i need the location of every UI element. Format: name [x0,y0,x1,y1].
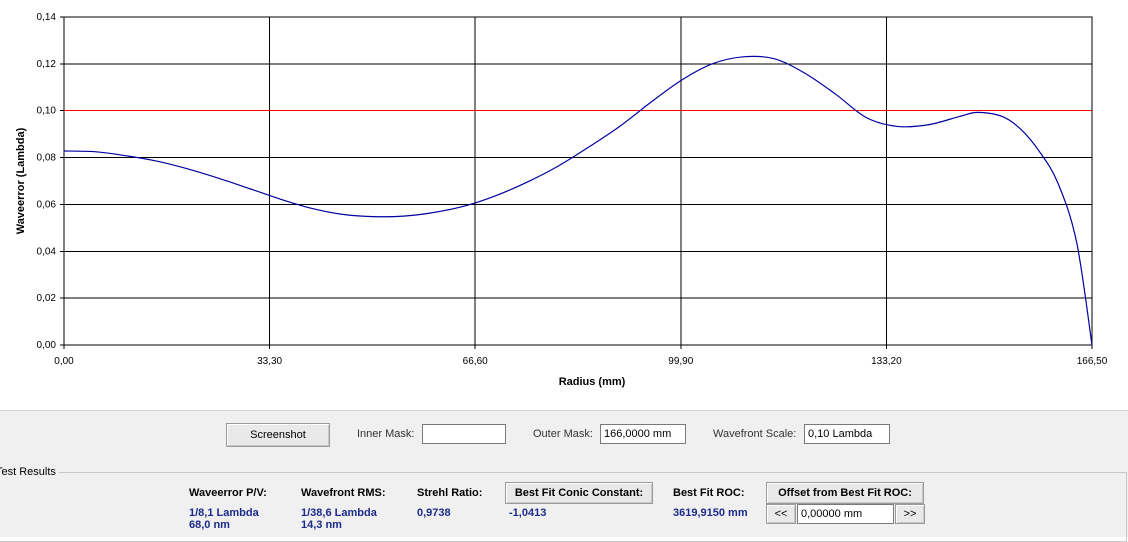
y-tick-label: 0,00 [37,340,57,351]
best-fit-conic-button[interactable]: Best Fit Conic Constant: [505,482,653,504]
inner-mask-label: Inner Mask: [357,428,415,440]
best-fit-roc-label: Best Fit ROC: [673,487,745,499]
y-tick-label: 0,10 [37,106,57,117]
x-tick-label: 99,90 [668,356,693,367]
x-tick-label: 66,60 [463,356,488,367]
y-tick-label: 0,12 [37,59,57,70]
outer-mask-input[interactable]: 166,0000 mm [600,424,686,444]
x-tick-label: 166,50 [1077,356,1108,367]
y-tick-label: 0,14 [37,12,57,23]
offset-best-fit-roc-button[interactable]: Offset from Best Fit ROC: [766,482,924,504]
y-tick-label: 0,06 [37,199,57,210]
outer-mask-label: Outer Mask: [533,428,593,440]
test-results-panel: Test Results Waveerror P/V: 1/8,1 Lambda… [0,462,1128,542]
y-tick-label: 0,02 [37,293,57,304]
x-tick-label: 33,30 [257,356,282,367]
strehl-ratio-label: Strehl Ratio: [417,487,483,499]
best-fit-conic-value: -1,0413 [509,507,547,519]
strehl-ratio-value: 0,9738 [417,507,451,519]
plot-frame [63,16,1093,346]
waveerror-pv-lambda-value: 1/8,1 Lambda [189,507,259,519]
plot-background [64,17,1092,345]
offset-increase-button[interactable]: >> [895,504,925,524]
wavefront-rms-lambda-value: 1/38,6 Lambda [301,507,377,519]
controls-bar: Screenshot Inner Mask: Outer Mask: 166,0… [0,410,1128,463]
wavefront-scale-label: Wavefront Scale: [713,428,797,440]
waveerror-chart: 0,00 0,02 0,04 0,06 0,08 0,10 0,12 0,14 0,00 33,3… [15,12,1108,388]
best-fit-roc-value: 3619,9150 mm [673,507,748,519]
x-tick-label: 133,20 [871,356,902,367]
y-axis-title: Waveerror (Lambda) [15,127,27,234]
wavefront-rms-nm-value: 14,3 nm [301,519,342,531]
screenshot-button[interactable]: Screenshot [226,423,330,447]
wavefront-rms-label: Wavefront RMS: [301,487,386,499]
test-results-title: Test Results [0,466,59,478]
offset-input[interactable]: 0,00000 mm [797,504,894,524]
offset-decrease-button[interactable]: << [766,504,796,524]
y-tick-label: 0,04 [37,246,57,257]
chart-area: 0,00 0,02 0,04 0,06 0,08 0,10 0,12 0,14 0,00 33,3… [15,12,1108,388]
inner-mask-input[interactable] [422,424,506,444]
y-tick-label: 0,08 [37,153,57,164]
waveerror-series-line [63,55,1093,346]
x-axis-title: Radius (mm) [559,376,626,388]
wavefront-scale-input[interactable]: 0,10 Lambda [804,424,890,444]
x-tick-label: 0,00 [54,356,74,367]
waveerror-pv-label: Waveerror P/V: [189,487,267,499]
waveerror-pv-nm-value: 68,0 nm [189,519,230,531]
